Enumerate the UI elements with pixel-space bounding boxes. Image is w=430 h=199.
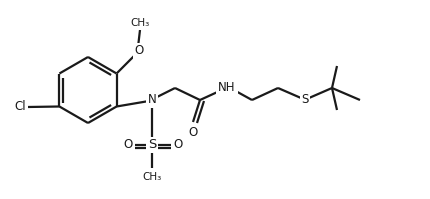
Text: O: O — [188, 126, 197, 139]
Text: S: S — [147, 139, 156, 151]
Text: CH₃: CH₃ — [130, 18, 149, 28]
Text: CH₃: CH₃ — [142, 172, 161, 182]
Text: O: O — [123, 139, 132, 151]
Text: S: S — [301, 94, 308, 106]
Text: NH: NH — [218, 82, 235, 95]
Text: O: O — [134, 45, 143, 58]
Text: N: N — [147, 94, 156, 106]
Text: O: O — [173, 139, 182, 151]
Text: Cl: Cl — [14, 100, 26, 113]
